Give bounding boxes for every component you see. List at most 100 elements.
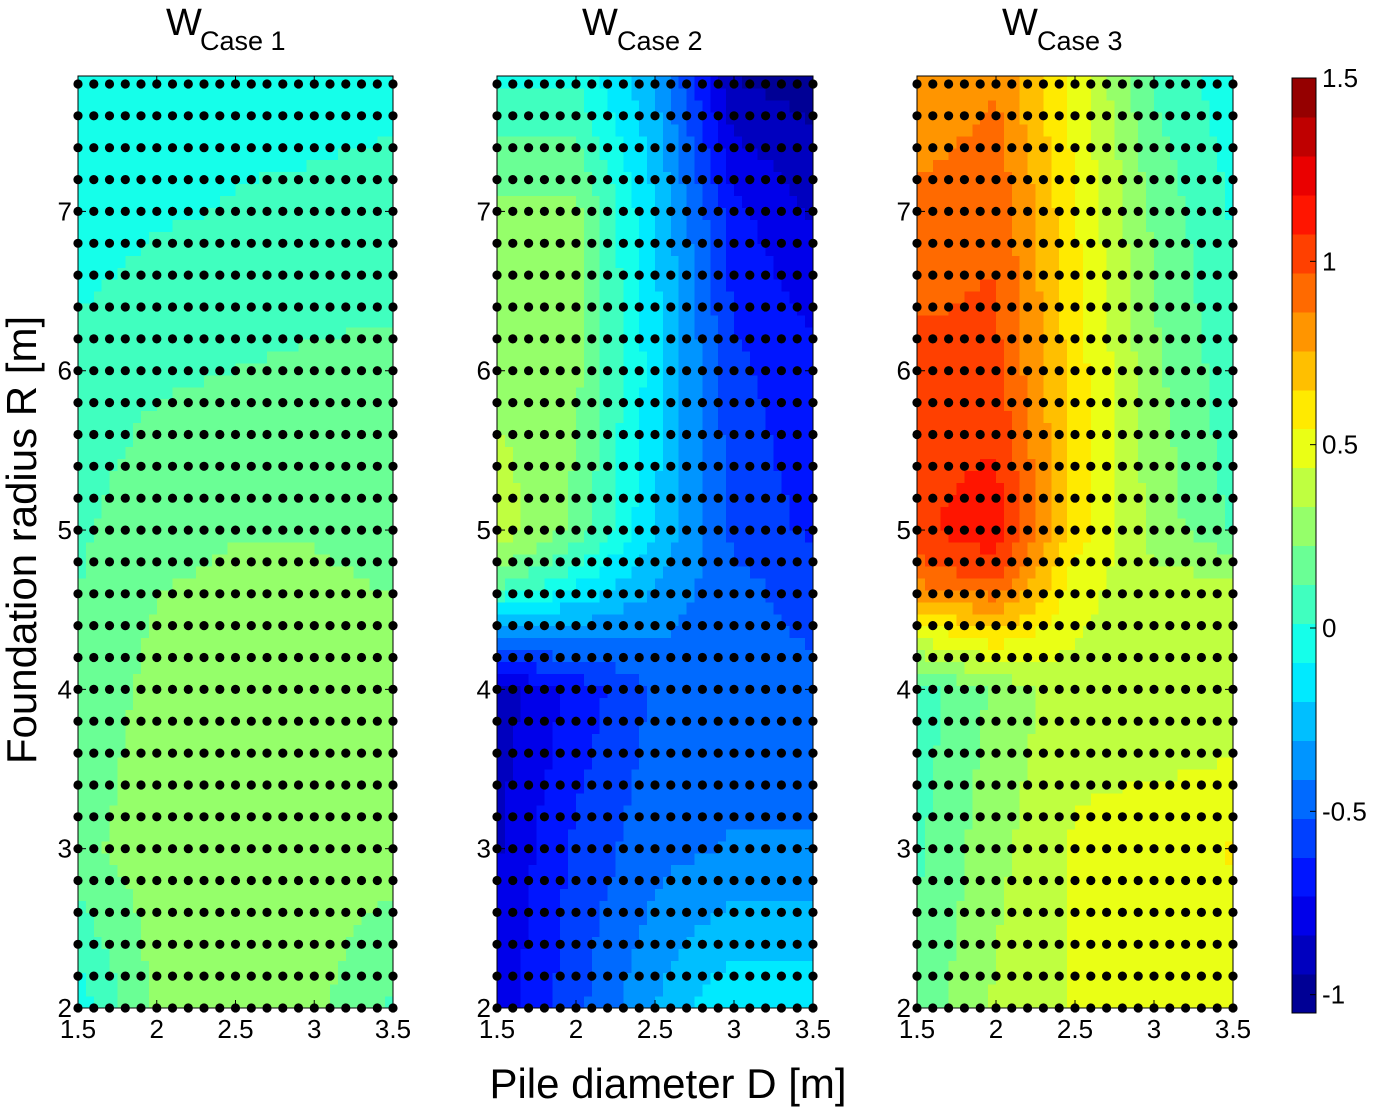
contour-cell [85, 673, 95, 686]
contour-cell [148, 601, 158, 615]
contour-cell [306, 530, 315, 543]
sample-point [325, 429, 335, 440]
contour-cell [528, 996, 538, 1009]
contour-cell [243, 757, 252, 770]
contour-cell [369, 291, 378, 304]
contour-cell [322, 984, 331, 997]
contour-cell [188, 446, 197, 459]
contour-cell [504, 852, 514, 866]
contour-cell [345, 446, 355, 459]
contour-cell [133, 219, 142, 232]
contour-cell [607, 255, 617, 268]
contour-cell [219, 697, 229, 710]
contour-cell [552, 960, 561, 973]
contour-cell [497, 769, 506, 782]
contour-cell [219, 530, 229, 543]
contour-cell [227, 996, 237, 1009]
contour-cell [497, 780, 506, 794]
contour-cell [148, 984, 158, 997]
contour-cell [93, 279, 103, 292]
contour-cell [251, 219, 260, 232]
contour-cell [251, 470, 260, 483]
sample-point [309, 398, 319, 408]
contour-cell [251, 577, 260, 591]
contour-cell [188, 231, 197, 244]
contour-cell [504, 482, 514, 495]
contour-cell [361, 924, 370, 937]
contour-cell [576, 852, 585, 866]
contour-cell [536, 673, 545, 686]
contour-cell [552, 243, 561, 256]
contour-cell [180, 350, 189, 364]
contour-cell [568, 87, 577, 101]
contour-cell [125, 673, 134, 686]
contour-cell [204, 721, 213, 734]
sample-point [152, 334, 162, 344]
contour-cell [290, 960, 300, 973]
contour-cell [560, 279, 569, 292]
sample-point [372, 79, 382, 89]
contour-cell [520, 733, 530, 746]
contour-cell [141, 769, 150, 782]
contour-cell [520, 350, 530, 364]
contour-cell [599, 733, 609, 746]
contour-cell [251, 494, 260, 507]
contour-cell [148, 422, 158, 436]
contour-cell [180, 326, 189, 340]
contour-cell [78, 219, 87, 232]
contour-cell [164, 792, 174, 806]
sample-point [356, 684, 367, 695]
contour-cell [172, 243, 181, 256]
contour-cell [314, 111, 323, 125]
sample-point [167, 79, 178, 89]
contour-cell [544, 386, 553, 400]
contour-cell [369, 386, 378, 400]
sample-point [356, 206, 367, 216]
contour-cell [274, 231, 284, 244]
contour-cell [78, 601, 87, 615]
contour-cell [251, 530, 260, 543]
contour-cell [117, 733, 126, 746]
contour-cell [251, 589, 260, 603]
contour-cell [188, 924, 197, 937]
contour-cell [361, 506, 370, 519]
contour-cell [125, 231, 134, 244]
sample-point [136, 939, 146, 949]
contour-cell [314, 338, 323, 352]
contour-cell [125, 960, 134, 973]
contour-cell [512, 685, 522, 698]
sample-point [89, 461, 99, 471]
contour-cell [227, 219, 237, 232]
contour-cell [274, 721, 284, 734]
contour-cell [204, 291, 213, 304]
contour-cell [512, 709, 522, 722]
contour-cell [204, 792, 213, 806]
contour-cell [211, 123, 221, 137]
contour-cell [219, 577, 229, 591]
contour-cell [204, 183, 213, 197]
contour-cell [141, 673, 150, 686]
contour-cell [109, 900, 118, 914]
contour-cell [377, 303, 386, 316]
contour-cell [552, 709, 561, 722]
contour-cell [156, 470, 166, 483]
contour-cell [322, 446, 331, 459]
contour-cell [109, 733, 118, 746]
contour-cell [536, 577, 545, 591]
contour-cell [337, 231, 347, 244]
contour-cell [235, 231, 244, 244]
sample-point [309, 684, 319, 695]
contour-cell [607, 183, 617, 197]
contour-cell [369, 255, 378, 268]
sample-point [356, 111, 367, 121]
sample-point [89, 302, 99, 312]
contour-cell [156, 637, 166, 651]
contour-cell [117, 864, 126, 878]
sample-point [136, 143, 146, 153]
contour-cell [227, 374, 237, 388]
contour-cell [180, 601, 189, 615]
contour-cell [568, 792, 577, 806]
contour-cell [196, 828, 205, 842]
contour-cell [109, 231, 118, 244]
contour-cell [497, 219, 506, 232]
